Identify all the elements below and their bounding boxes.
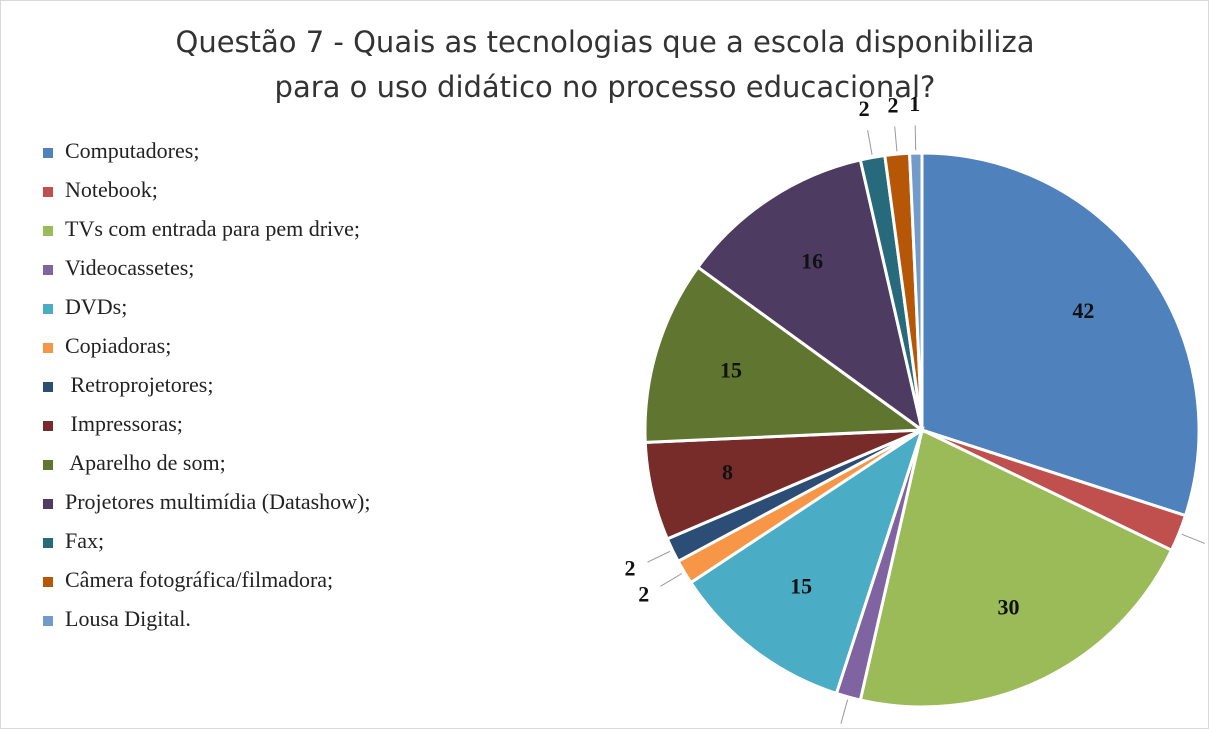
legend-label: Copiadoras;	[65, 333, 171, 358]
legend-label: Videocassetes;	[65, 255, 194, 280]
legend-swatch	[43, 577, 53, 587]
legend-swatch	[43, 148, 53, 158]
data-label: 30	[998, 595, 1020, 620]
legend-label: Fax;	[65, 528, 104, 553]
leader-line	[914, 125, 917, 151]
data-label: 15	[720, 358, 742, 383]
pie-slice	[695, 158, 925, 434]
pie-slice	[908, 151, 924, 431]
legend-label: Câmera fotográfica/filmadora;	[65, 567, 333, 592]
legend-label: Aparelho de som;	[65, 450, 226, 475]
legend-swatch	[43, 304, 53, 314]
data-label: 42	[1072, 298, 1094, 323]
leader-line	[894, 126, 898, 152]
data-label: 2	[625, 556, 636, 581]
legend-label: Computadores;	[65, 138, 199, 163]
legend-swatch	[43, 538, 53, 548]
chart-title: Questão 7 - Quais as tecnologias que a e…	[176, 25, 1035, 59]
data-label: 2	[830, 727, 841, 729]
legend-swatch	[43, 226, 53, 236]
pie-slice	[688, 426, 925, 696]
legend-label: Impressoras;	[65, 411, 183, 436]
legend-swatch	[43, 421, 53, 431]
legend-swatch	[43, 343, 53, 353]
legend-label: Retroprojetores;	[65, 372, 213, 397]
legend-label: Lousa Digital.	[65, 606, 191, 631]
pie-slice	[643, 265, 927, 444]
pie-slice	[920, 151, 1201, 518]
data-label: 1	[909, 91, 920, 116]
legend-swatch	[43, 460, 53, 470]
data-label: 8	[722, 459, 733, 484]
leader-line	[867, 130, 873, 155]
legend-label: TVs com entrada para pem drive;	[65, 216, 360, 241]
legend-swatch	[43, 265, 53, 275]
leader-line	[840, 699, 849, 724]
leader-line	[1181, 533, 1205, 544]
leader-line	[647, 550, 671, 563]
legend-label: DVDs;	[65, 294, 127, 319]
leader-line	[660, 573, 683, 587]
legend-swatch	[43, 382, 53, 392]
legend-label: Notebook;	[65, 177, 158, 202]
legend-swatch	[43, 616, 53, 626]
legend-label: Projetores multimídia (Datashow);	[65, 489, 371, 514]
data-label: 15	[790, 574, 812, 599]
chart-title: para o uso didático no processo educacio…	[275, 70, 936, 104]
legend-swatch	[43, 499, 53, 509]
data-label: 2	[638, 581, 649, 606]
data-label: 16	[801, 249, 823, 274]
data-label: 2	[887, 92, 898, 117]
pie-slice	[858, 427, 1174, 709]
data-label: 2	[859, 96, 870, 121]
legend-swatch	[43, 187, 53, 197]
